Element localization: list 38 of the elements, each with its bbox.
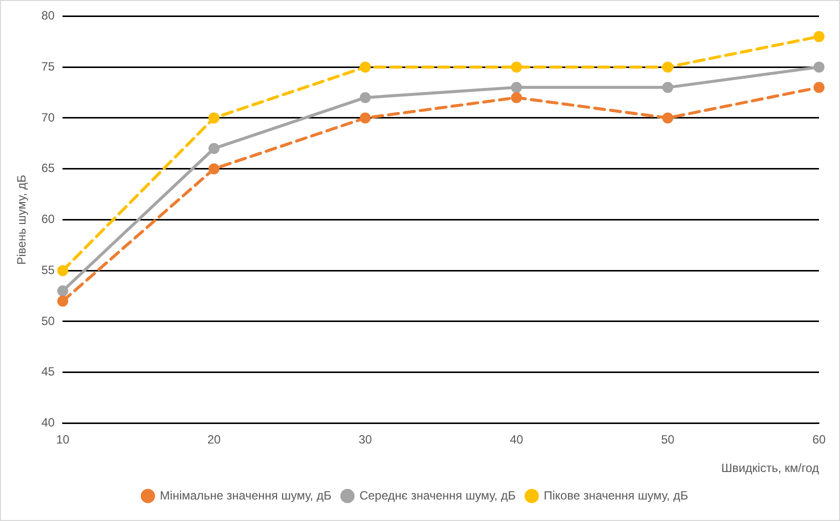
y-tick-label: 60 [41,212,56,226]
y-tick-label: 70 [41,110,56,124]
point [57,296,68,307]
y-tick-label: 80 [41,8,56,23]
point [208,112,220,124]
point [360,112,371,124]
point [208,163,220,174]
x-tick-label: 40 [510,432,524,447]
point [814,31,824,42]
point [814,82,824,93]
point [360,62,371,73]
x-axis-title: Швидкість, км/год [721,461,819,476]
legend-label: Мінімальне значення шуму, дБ [160,488,332,502]
legend-label: Пікове значення шуму, дБ [544,488,688,502]
point [360,92,371,104]
y-tick-label: 55 [41,262,56,277]
x-tick-label: 60 [812,432,826,447]
x-tick-label: 10 [56,432,70,447]
point [208,142,220,154]
point [662,112,674,124]
point [57,265,68,276]
y-tick-label: 45 [41,364,56,379]
point [662,82,674,93]
y-axis-title: Рівень шуму, дБ [14,174,29,265]
legend-label: Середнє значення шуму, дБ [359,488,516,502]
x-tick-label: 50 [661,432,675,447]
x-tick-label: 20 [207,432,221,447]
point [511,82,522,93]
point [662,62,674,73]
point [814,62,824,73]
point [511,92,522,104]
y-tick-label: 40 [41,416,56,430]
point [511,62,522,73]
y-tick-label: 50 [41,314,56,328]
y-tick-label: 75 [41,59,56,74]
point [57,285,68,296]
y-tick-label: 65 [41,161,56,176]
x-tick-label: 30 [358,432,372,447]
